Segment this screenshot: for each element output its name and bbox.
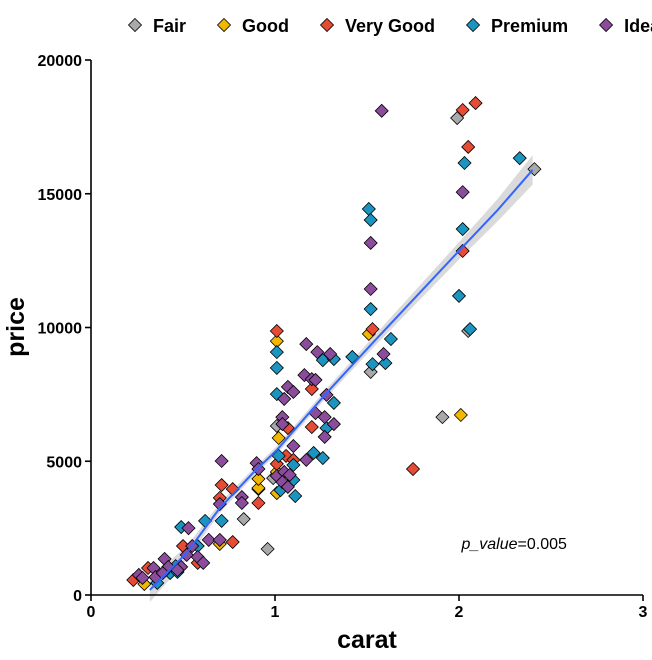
data-point — [305, 421, 318, 434]
p-value-annotation: p_value=0.005 — [460, 536, 567, 553]
data-point — [362, 202, 375, 215]
legend-diamond-icon — [467, 19, 480, 32]
data-point — [407, 463, 420, 476]
data-point — [287, 440, 300, 453]
y-tick-label: 15000 — [38, 187, 83, 204]
data-point — [375, 104, 388, 117]
y-tick-label: 10000 — [38, 321, 83, 338]
x-tick-label: 2 — [455, 604, 464, 621]
legend-label: Very Good — [345, 16, 435, 36]
legend-label: Fair — [153, 16, 186, 36]
data-point — [289, 490, 302, 503]
data-point — [364, 236, 377, 249]
legend-label: Good — [242, 16, 289, 36]
data-point — [261, 542, 274, 555]
legend-item-ideal: Ideal — [600, 16, 652, 36]
data-point — [469, 97, 482, 110]
legend-diamond-icon — [321, 19, 334, 32]
data-point — [237, 513, 250, 526]
y-tick-label: 5000 — [46, 454, 82, 471]
x-tick-label: 3 — [639, 604, 648, 621]
data-point — [458, 156, 471, 169]
data-point — [377, 347, 390, 360]
data-points — [127, 97, 541, 591]
data-point — [364, 282, 377, 295]
data-point — [270, 361, 283, 374]
p-value-label: p_value — [460, 536, 517, 553]
legend-label: Ideal — [624, 16, 652, 36]
p-value-text: =0.005 — [518, 536, 567, 553]
y-tick-label: 0 — [73, 588, 82, 605]
data-point — [252, 496, 265, 509]
legend-diamond-icon — [600, 19, 613, 32]
data-point — [270, 346, 283, 359]
legend-item-premium: Premium — [467, 16, 569, 36]
data-point — [384, 333, 397, 346]
y-axis-title: price — [2, 297, 30, 357]
data-point — [300, 338, 313, 351]
data-point — [453, 289, 466, 302]
legend: Fair Good Very Good Premium Ideal — [129, 16, 652, 36]
data-point — [270, 324, 283, 337]
data-point — [226, 536, 239, 549]
legend-label: Premium — [491, 16, 568, 36]
data-point — [454, 408, 467, 421]
series-ideal — [132, 104, 469, 584]
data-point — [436, 411, 449, 424]
data-point — [462, 140, 475, 153]
y-tick-label: 20000 — [38, 53, 83, 70]
data-point — [364, 213, 377, 226]
legend-diamond-icon — [218, 19, 231, 32]
legend-item-very-good: Very Good — [321, 16, 436, 36]
legend-item-good: Good — [218, 16, 290, 36]
x-tick-label: 0 — [87, 604, 96, 621]
data-point — [456, 186, 469, 199]
x-axis-title: carat — [337, 626, 397, 654]
data-point — [215, 454, 228, 467]
x-tick-label: 1 — [271, 604, 280, 621]
legend-item-fair: Fair — [129, 16, 187, 36]
data-point — [513, 152, 526, 165]
legend-diamond-icon — [129, 19, 142, 32]
data-point — [364, 303, 377, 316]
